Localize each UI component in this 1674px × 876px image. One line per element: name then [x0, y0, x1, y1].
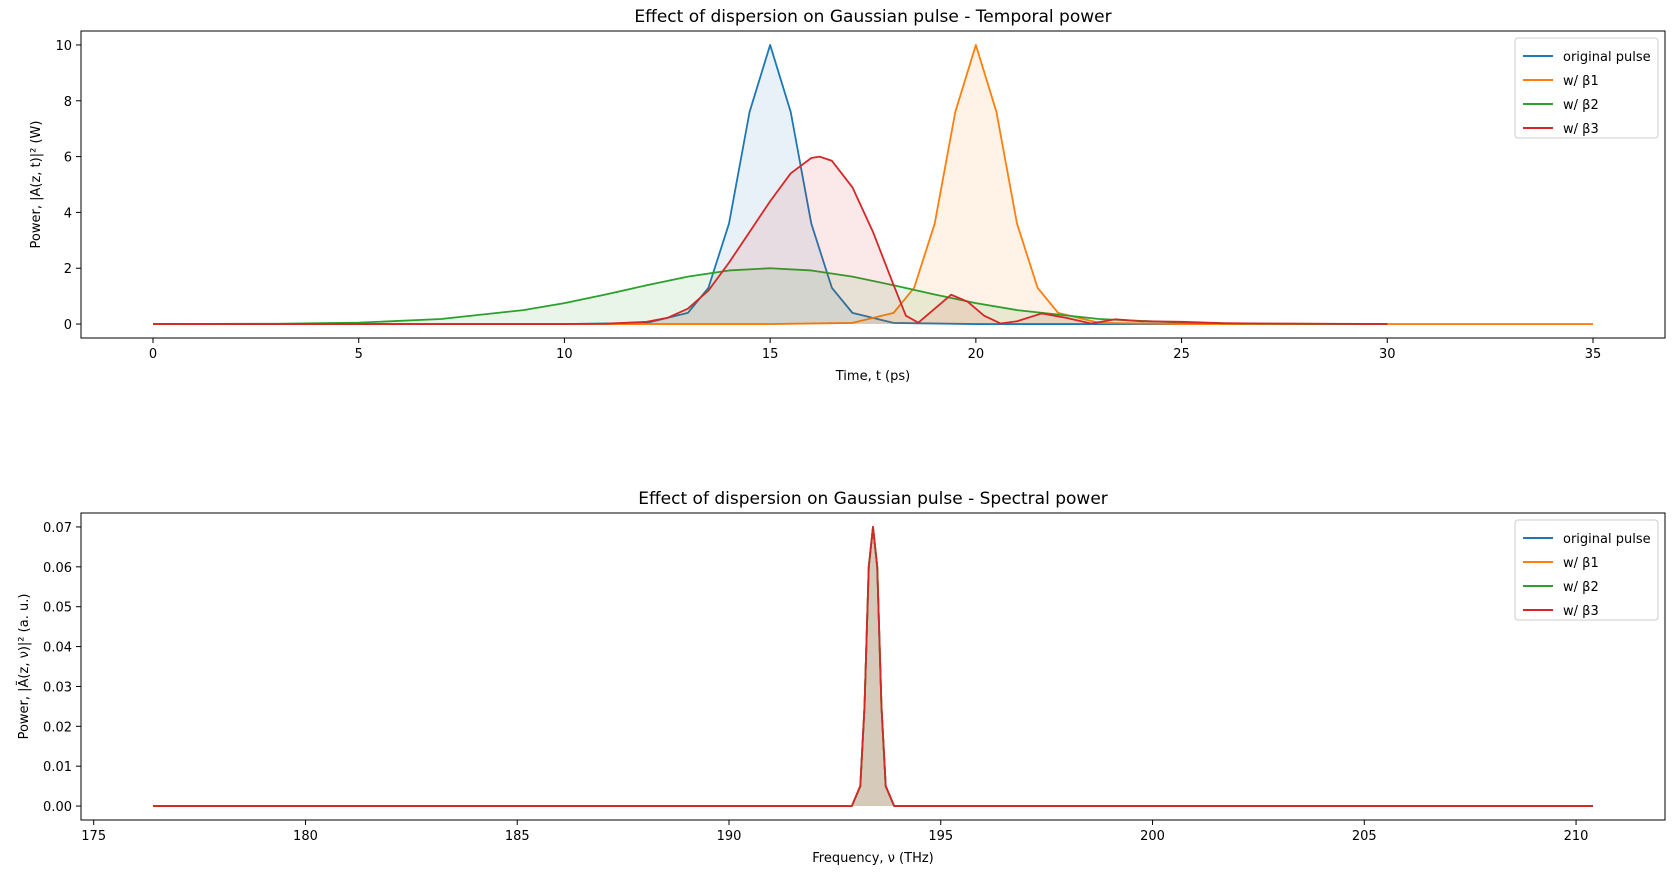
- y-tick-label: 4: [64, 206, 72, 221]
- y-axis-label: Power, |Ã(z, ν)|² (a. u.): [16, 594, 32, 740]
- legend-label-1: w/ β1: [1563, 74, 1599, 89]
- series-line-3: [153, 155, 1388, 325]
- x-tick-label: 190: [717, 829, 742, 844]
- y-tick-label: 10: [55, 39, 72, 54]
- x-tick-label: 0: [149, 347, 157, 362]
- x-tick-label: 35: [1585, 347, 1602, 362]
- x-tick-label: 5: [355, 347, 363, 362]
- series-fill-3: [153, 156, 1388, 325]
- y-tick-label: 6: [64, 151, 72, 166]
- legend-label-2: w/ β2: [1563, 580, 1599, 595]
- y-tick-label: 0.05: [43, 601, 72, 616]
- x-tick-label: 15: [762, 347, 779, 362]
- x-tick-label: 195: [928, 829, 953, 844]
- y-tick-label: 0.04: [43, 641, 72, 656]
- legend-label-3: w/ β3: [1563, 604, 1599, 619]
- series-line-2: [152, 267, 1388, 325]
- legend-label-0: original pulse: [1563, 532, 1651, 547]
- series-group: [153, 526, 1593, 807]
- series-line-3: [153, 526, 1593, 807]
- chart-title: Effect of dispersion on Gaussian pulse -…: [634, 7, 1111, 27]
- series-fill-0: [153, 526, 1593, 807]
- y-tick-label: 0.06: [43, 561, 72, 576]
- chart-title: Effect of dispersion on Gaussian pulse -…: [638, 489, 1108, 509]
- y-tick-label: 0.02: [43, 720, 72, 735]
- x-tick-label: 25: [1173, 347, 1190, 362]
- y-tick-label: 0.07: [43, 521, 72, 536]
- y-tick-label: 0: [64, 318, 72, 333]
- x-tick-label: 205: [1352, 829, 1377, 844]
- y-tick-label: 0.01: [43, 760, 72, 775]
- x-tick-label: 185: [505, 829, 530, 844]
- series-line-1: [153, 44, 1593, 325]
- legend-label-3: w/ β3: [1563, 122, 1599, 137]
- series-fill-3: [153, 526, 1593, 807]
- y-tick-label: 2: [64, 262, 72, 277]
- x-axis-label: Time, t (ps): [835, 369, 910, 384]
- legend-box: [1514, 37, 1659, 139]
- temporal-power-chart: Effect of dispersion on Gaussian pulse -…: [29, 7, 1666, 384]
- x-tick-label: 10: [556, 347, 573, 362]
- x-tick-label: 210: [1564, 829, 1589, 844]
- legend-box: [1514, 519, 1659, 621]
- x-tick-label: 20: [968, 347, 985, 362]
- series-fill-2: [153, 268, 1388, 325]
- legend: original pulse w/ β1 w/ β2 w/ β3: [1514, 37, 1659, 139]
- spectral-power-chart: Effect of dispersion on Gaussian pulse -…: [16, 489, 1666, 866]
- y-tick-label: 8: [64, 95, 72, 110]
- x-axis-label: Frequency, ν (THz): [812, 851, 934, 866]
- legend: original pulse w/ β1 w/ β2 w/ β3: [1514, 519, 1659, 621]
- legend-label-2: w/ β2: [1563, 98, 1599, 113]
- legend-label-0: original pulse: [1563, 50, 1651, 65]
- y-tick-label: 0.03: [43, 680, 72, 695]
- x-tick-label: 200: [1140, 829, 1165, 844]
- series-fill-0: [153, 44, 1388, 325]
- x-tick-label: 180: [293, 829, 318, 844]
- series-fill-2: [153, 526, 1593, 807]
- plot-frame: [80, 30, 1666, 339]
- series-group: [152, 44, 1593, 325]
- x-tick-label: 30: [1379, 347, 1396, 362]
- legend-label-1: w/ β1: [1563, 556, 1599, 571]
- x-tick-label: 175: [81, 829, 106, 844]
- y-axis-label: Power, |A(z, t)|² (W): [29, 121, 44, 249]
- plot-frame: [80, 512, 1666, 821]
- series-fill-1: [153, 526, 1593, 807]
- y-tick-label: 0.00: [43, 800, 72, 815]
